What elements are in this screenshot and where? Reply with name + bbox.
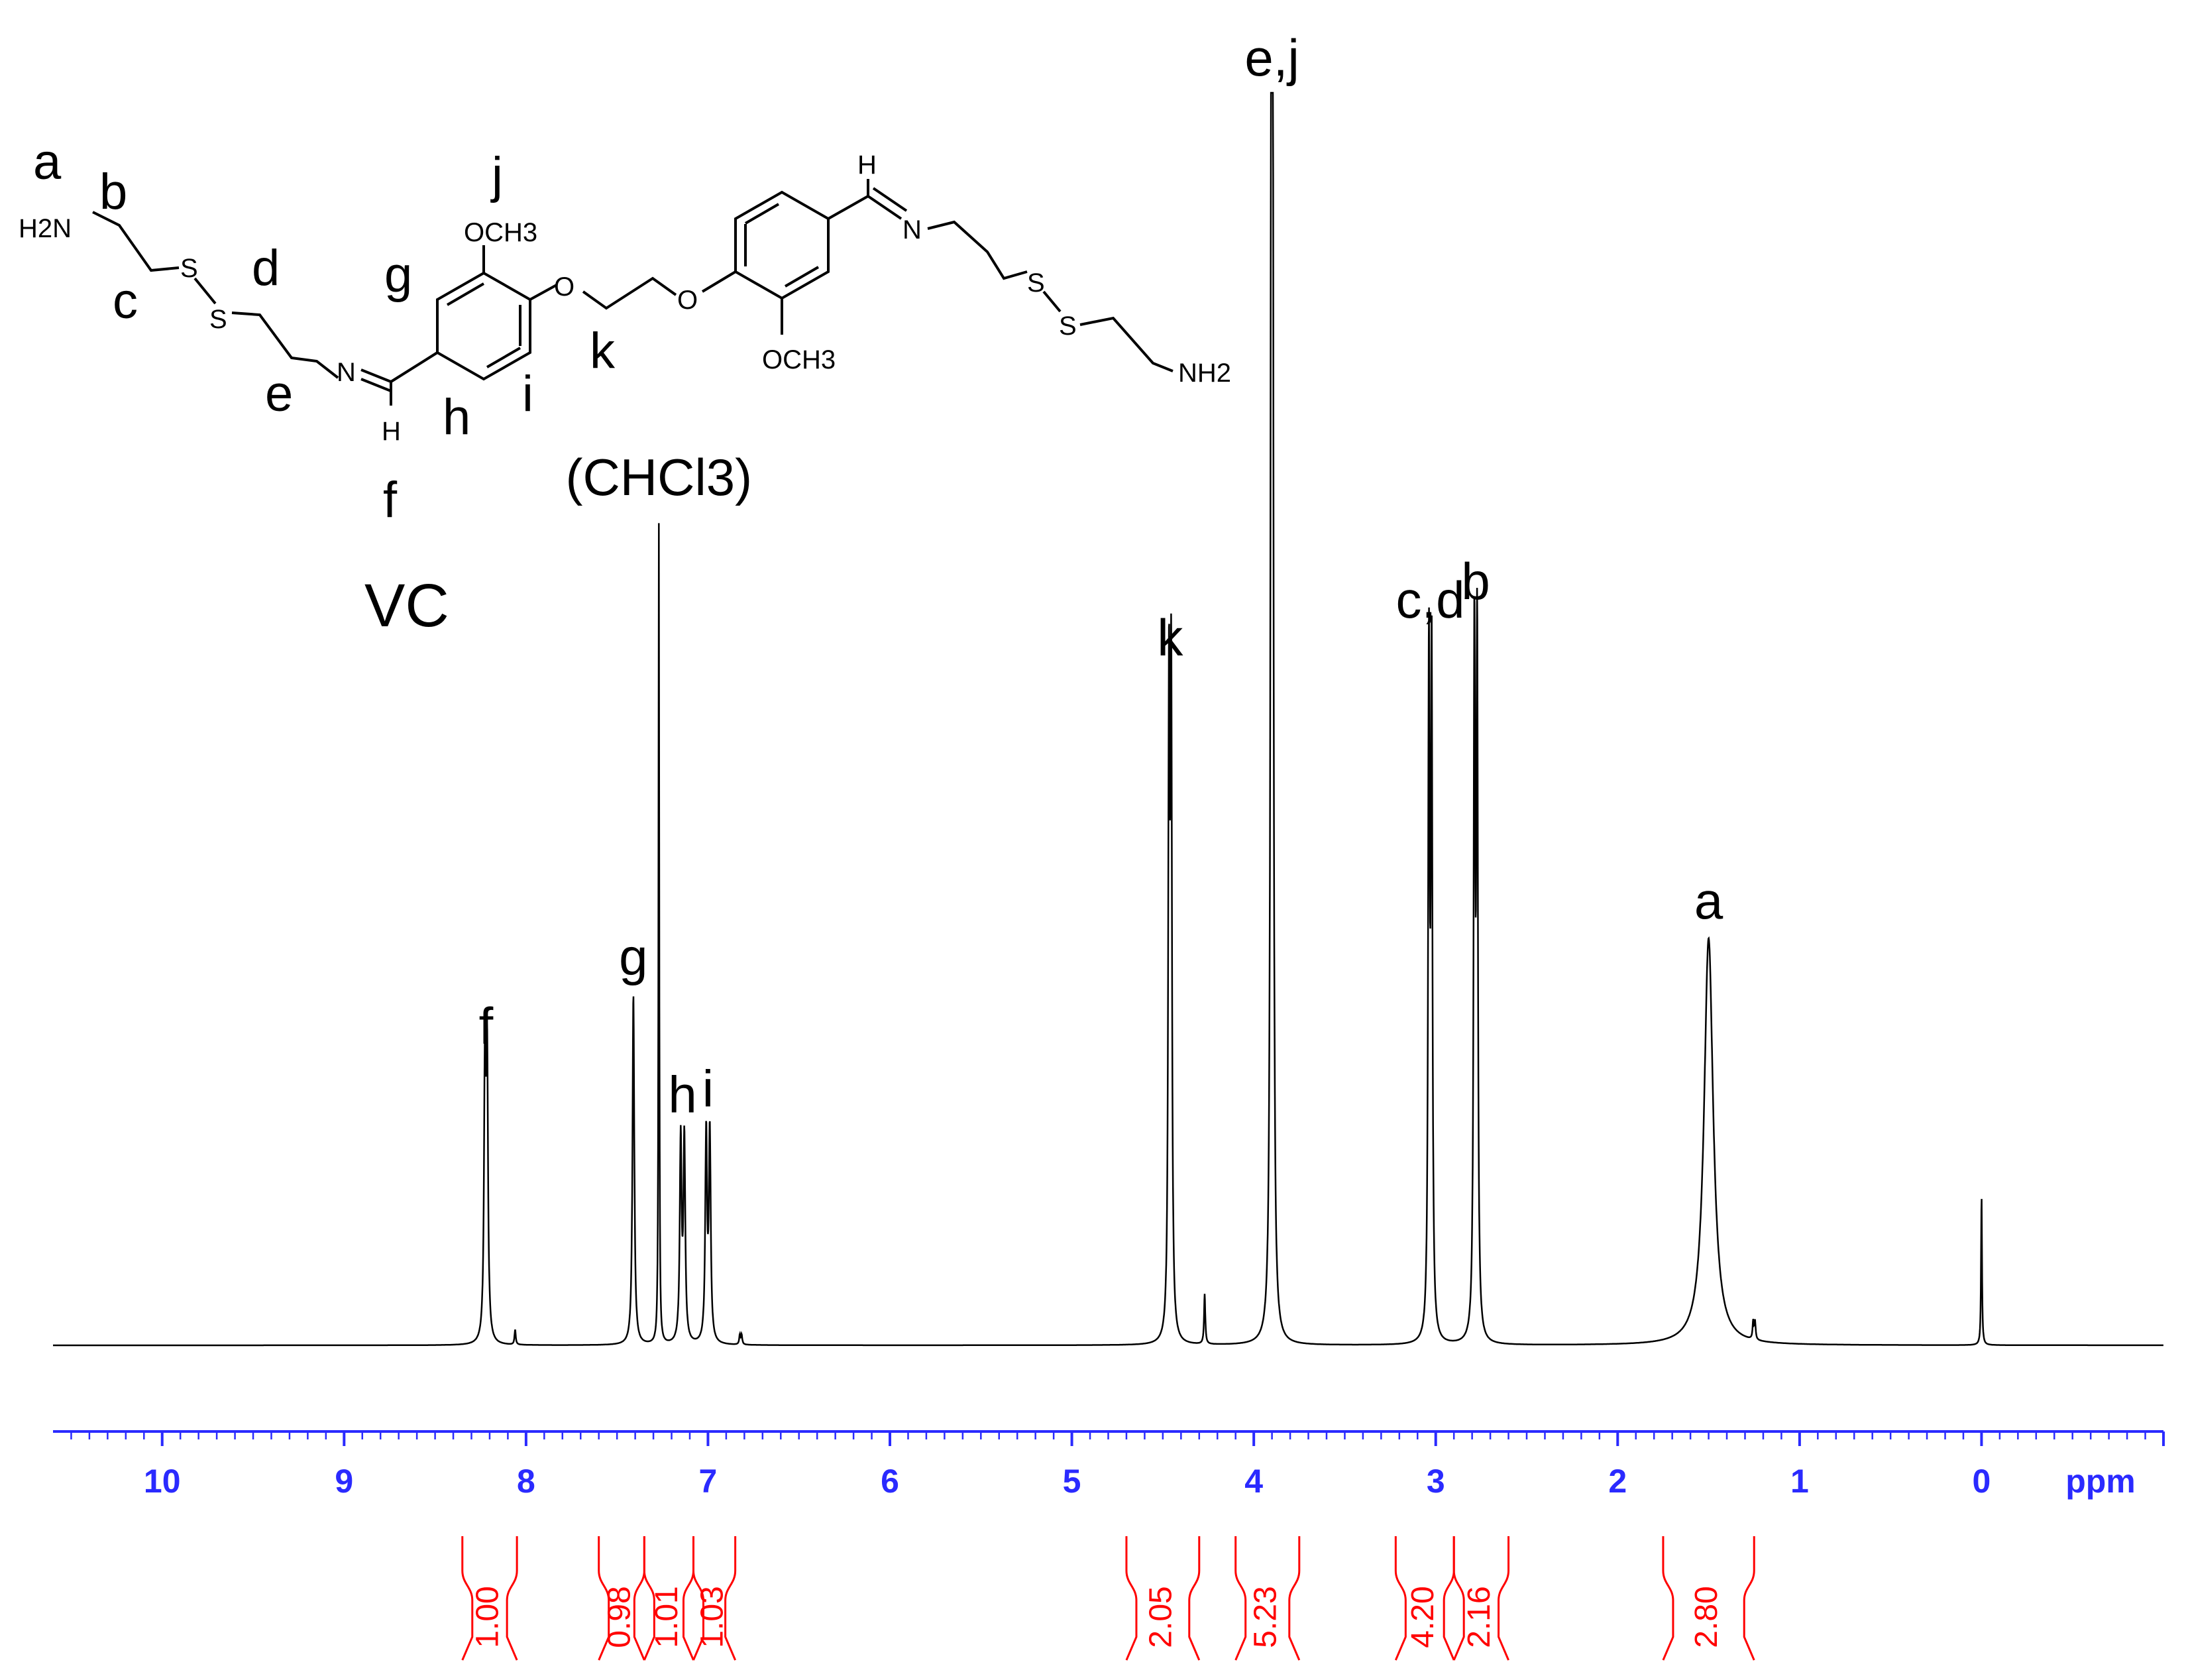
tick-label: 4 <box>1244 1463 1263 1500</box>
label-i: i <box>522 366 533 422</box>
spectrum <box>53 91 2163 1347</box>
integral-value: 0.98 <box>602 1586 637 1648</box>
integral-bracket <box>461 1536 518 1661</box>
integral-bracket <box>1234 1536 1301 1661</box>
left-imine-chain-bond <box>231 311 339 379</box>
atom-h-left: H <box>382 417 401 446</box>
disulfide-bond-left <box>193 277 217 305</box>
atom-s3: S <box>1027 268 1045 298</box>
imine-double-bond-right-1 <box>867 195 902 220</box>
label-f: f <box>383 472 398 528</box>
integrals: 1.00 0.98 1.01 1.03 2.05 5.23 4.20 2.16 2.80 <box>461 1536 1755 1661</box>
integral-value: 2.80 <box>1689 1586 1724 1648</box>
integral-bracket <box>1125 1536 1201 1661</box>
label-a: a <box>33 134 62 190</box>
integral-bracket <box>692 1536 737 1661</box>
atom-n-right: N <box>902 215 922 245</box>
disulfide-bond-right <box>1042 290 1062 313</box>
x-axis-label: ppm <box>2065 1463 2136 1500</box>
right-amine-chain-bond <box>1079 316 1174 372</box>
peak-label: i <box>702 1059 714 1117</box>
tick-label: 3 <box>1427 1463 1445 1500</box>
peak-label: e,j <box>1244 28 1299 87</box>
integral-value: 2.05 <box>1144 1586 1179 1648</box>
ether-bond-left <box>529 284 557 301</box>
tick-label: 2 <box>1608 1463 1627 1500</box>
tick-label: 6 <box>881 1463 899 1500</box>
peak-label: (CHCl3) <box>565 448 752 506</box>
tick-label: 9 <box>335 1463 353 1500</box>
atom-h2n: H2N <box>19 214 72 243</box>
label-g: g <box>384 247 412 303</box>
chemical-structure <box>92 179 1174 406</box>
ppm-axis: 10 9 8 7 6 5 4 3 2 1 0 ppm <box>53 1430 2165 1500</box>
sample-label: VC <box>364 572 449 640</box>
label-b: b <box>99 164 127 220</box>
peak-label: a <box>1694 871 1723 930</box>
integral-value: 1.03 <box>695 1586 730 1648</box>
tick-label: 5 <box>1063 1463 1081 1500</box>
label-e: e <box>265 366 293 422</box>
peak-label: b <box>1461 552 1490 610</box>
atom-s2: S <box>209 305 227 334</box>
tick-label: 1 <box>1790 1463 1809 1500</box>
atom-s1: S <box>180 254 198 283</box>
left-amine-chain-bond <box>92 211 180 272</box>
imine-double-bond-left-2 <box>360 368 392 383</box>
atom-och3-top: OCH3 <box>464 218 537 247</box>
ring-link-right <box>828 195 869 220</box>
label-c: c <box>113 273 138 329</box>
ethylene-linker <box>582 276 677 310</box>
integral-bracket <box>1662 1536 1755 1661</box>
benzene-ring-right <box>734 190 830 300</box>
integral-value: 1.00 <box>470 1586 506 1648</box>
peak-label: c,d <box>1395 571 1464 629</box>
atom-h-right: H <box>857 150 877 180</box>
atom-o-left: O <box>554 272 574 302</box>
spectrum-trace <box>53 91 2163 1347</box>
tick-label: 10 <box>144 1463 181 1500</box>
atom-nh2: NH2 <box>1178 359 1231 388</box>
label-d: d <box>252 240 280 296</box>
integral-value: 1.01 <box>649 1586 684 1648</box>
peak-label: f <box>479 997 494 1055</box>
tick-label: 7 <box>699 1463 718 1500</box>
atom-och3-bottom: OCH3 <box>762 345 836 374</box>
peak-label: k <box>1157 608 1183 667</box>
label-k: k <box>590 323 616 379</box>
right-imine-chain-bond <box>927 220 1028 280</box>
atom-o-right: O <box>677 286 698 315</box>
peak-label: h <box>668 1066 696 1124</box>
tick-label: 0 <box>1973 1463 1991 1500</box>
ring-link-left <box>390 351 439 383</box>
imine-double-bond-left-1 <box>360 378 392 392</box>
integral-bracket <box>1452 1536 1510 1661</box>
atom-n-left: N <box>337 358 356 387</box>
integral-value: 4.20 <box>1405 1586 1441 1648</box>
benzene-ring-left <box>436 271 531 381</box>
peak-label: g <box>619 928 647 986</box>
peak-labels: fg(CHCl3)h ike,jc,dba <box>479 28 1723 1124</box>
atom-s4: S <box>1059 311 1077 341</box>
ether-bond-right <box>701 270 737 293</box>
integral-value: 5.23 <box>1248 1586 1283 1648</box>
label-j: j <box>490 147 503 203</box>
tick-label: 8 <box>517 1463 535 1500</box>
label-h: h <box>443 389 470 445</box>
imine-double-bond-right-2 <box>872 187 908 212</box>
integral-value: 2.16 <box>1462 1586 1497 1648</box>
